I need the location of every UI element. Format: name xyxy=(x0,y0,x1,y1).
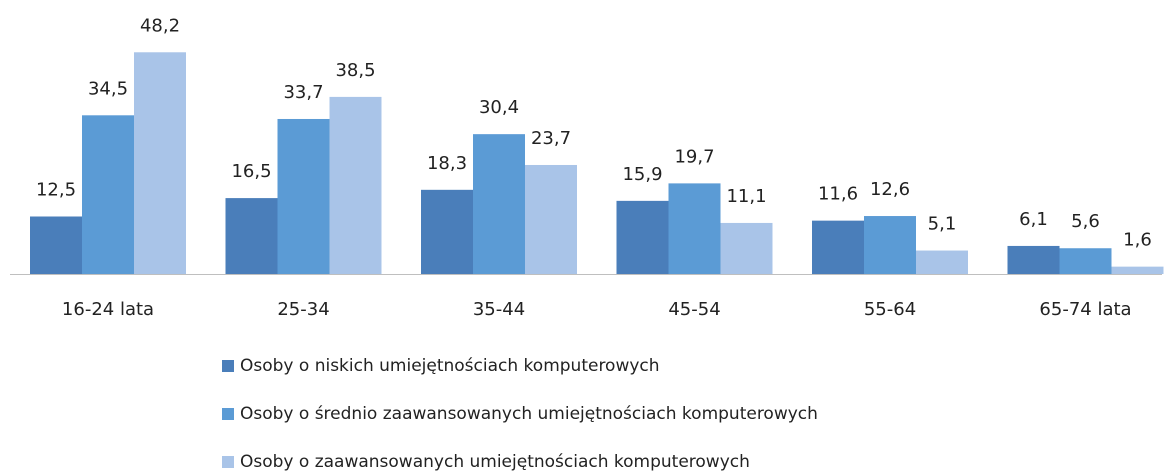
data-label: 30,4 xyxy=(479,97,519,118)
data-label: 5,1 xyxy=(928,214,957,235)
legend-swatch xyxy=(222,408,234,420)
bar xyxy=(30,216,82,274)
bar xyxy=(277,118,330,274)
x-tick-label: 45-54 xyxy=(668,299,720,320)
data-label: 34,5 xyxy=(88,78,128,99)
bar xyxy=(421,189,473,274)
x-tick-label: 16-24 lata xyxy=(62,299,154,320)
bar xyxy=(473,134,525,274)
legend-swatch xyxy=(222,456,234,468)
data-label: 38,5 xyxy=(335,60,375,81)
x-tick-label: 55-64 xyxy=(864,299,916,320)
data-label: 23,7 xyxy=(531,128,571,149)
bar xyxy=(329,96,382,275)
bar xyxy=(1059,248,1112,274)
data-label: 18,3 xyxy=(427,153,467,174)
legend-label: Osoby o zaawansowanych umiejętnościach k… xyxy=(240,452,750,472)
bar xyxy=(82,115,134,274)
legend-label: Osoby o średnio zaawansowanych umiejętno… xyxy=(240,404,818,424)
bar xyxy=(1007,245,1060,274)
bar xyxy=(134,52,186,274)
legend-label: Osoby o niskich umiejętnościach komputer… xyxy=(240,356,660,376)
data-label: 5,6 xyxy=(1071,211,1100,232)
bar xyxy=(668,183,721,274)
data-label: 12,5 xyxy=(36,180,76,201)
bar xyxy=(1111,266,1164,274)
data-label: 11,1 xyxy=(726,186,766,207)
bar xyxy=(812,220,864,274)
bar xyxy=(525,164,577,274)
data-label: 15,9 xyxy=(622,164,662,185)
data-label: 33,7 xyxy=(283,82,323,103)
bar xyxy=(225,198,278,274)
x-tick-label: 35-44 xyxy=(473,299,525,320)
data-label: 12,6 xyxy=(870,179,910,200)
data-label: 48,2 xyxy=(140,15,180,36)
bar xyxy=(916,250,968,274)
data-label: 16,5 xyxy=(231,161,271,182)
bar xyxy=(720,222,773,274)
data-label: 19,7 xyxy=(674,146,714,167)
x-tick-label: 25-34 xyxy=(277,299,329,320)
data-label: 6,1 xyxy=(1019,209,1048,230)
bar xyxy=(864,216,916,274)
bar xyxy=(616,200,669,274)
data-label: 11,6 xyxy=(818,184,858,205)
data-label: 1,6 xyxy=(1123,230,1152,251)
x-tick-label: 65-74 lata xyxy=(1039,299,1131,320)
legend-swatch xyxy=(222,360,234,372)
